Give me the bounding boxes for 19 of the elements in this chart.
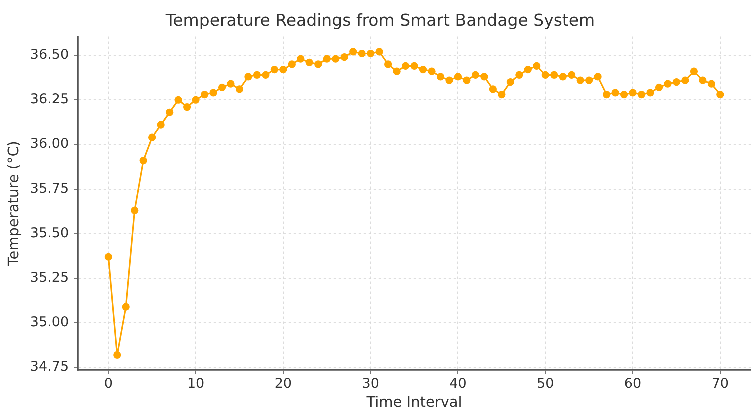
x-tick-label: 50 (537, 376, 554, 392)
y-tick-label: 36.50 (30, 47, 70, 64)
y-tick-label: 36.25 (30, 92, 70, 108)
x-tick-label: 30 (362, 376, 380, 392)
x-tick-label: 40 (450, 376, 467, 392)
x-tick-label: 20 (274, 376, 292, 392)
x-axis-title: Time Interval (366, 395, 462, 412)
y-tick-label: 35.25 (30, 270, 70, 286)
x-tick-label: 70 (712, 376, 730, 392)
y-tick-label: 35.00 (30, 314, 70, 331)
x-tick-label: 10 (187, 376, 205, 392)
y-tick-label: 35.75 (30, 180, 70, 197)
chart-title: Temperature Readings from Smart Bandage System (164, 11, 596, 30)
x-tick-label: 60 (624, 376, 642, 392)
y-tick-label: 34.75 (30, 359, 70, 376)
y-tick-label: 35.50 (30, 225, 70, 242)
y-tick-label: 36.00 (30, 136, 70, 152)
x-tick-label: 0 (104, 376, 113, 392)
y-axis-title: Temperature (°C) (6, 141, 22, 268)
